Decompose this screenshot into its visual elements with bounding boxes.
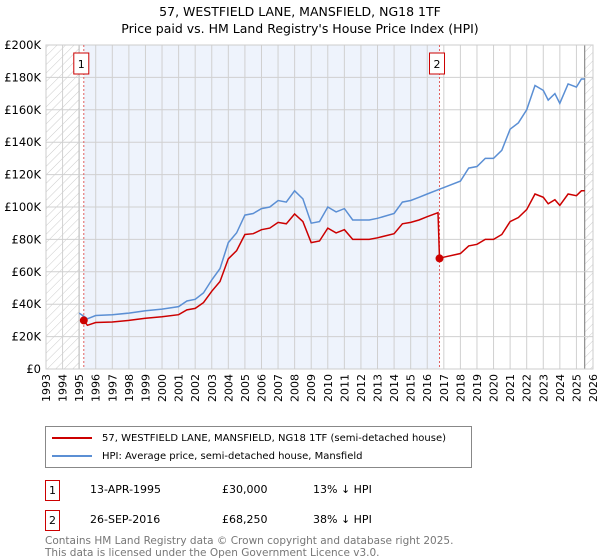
x-tick-label: 2007 [272, 374, 285, 402]
x-tick-label: 2003 [206, 374, 219, 402]
sale-label: 1 [78, 58, 85, 71]
x-tick-label: 1999 [139, 374, 152, 402]
legend-item-hpi: HPI: Average price, semi-detached house,… [52, 448, 362, 464]
plot-border [45, 44, 594, 370]
transaction-badge: 2 [45, 510, 60, 531]
transaction-price: £68,250 [222, 513, 268, 526]
legend-item-price: 57, WESTFIELD LANE, MANSFIELD, NG18 1TF … [52, 430, 446, 446]
legend-label-price: 57, WESTFIELD LANE, MANSFIELD, NG18 1TF … [102, 432, 447, 444]
footer-line-1: Contains HM Land Registry data © Crown c… [45, 535, 454, 547]
x-tick-label: 1996 [90, 374, 103, 402]
sale-label: 2 [434, 58, 441, 71]
transaction-badge: 1 [45, 480, 60, 501]
sale-point [79, 316, 88, 325]
x-tick-label: 2020 [488, 374, 501, 402]
x-tick-label: 2011 [338, 374, 351, 402]
transaction-row: 1 13-APR-1995 £30,000 13% ↓ HPI [45, 480, 545, 501]
footer-line-2: This data is licensed under the Open Gov… [45, 547, 380, 559]
footer: Contains HM Land Registry data © Crown c… [45, 535, 453, 559]
x-tick-label: 1993 [40, 374, 53, 402]
x-tick-label: 2024 [554, 374, 567, 402]
x-tick-label: 2000 [156, 374, 169, 402]
x-tick-label: 2001 [173, 374, 186, 402]
x-tick-label: 1998 [123, 374, 136, 402]
x-tick-label: 2022 [521, 374, 534, 402]
hpi-line [78, 78, 585, 320]
legend-swatch-hpi [52, 455, 92, 457]
transaction-hpi: 38% ↓ HPI [313, 513, 372, 526]
x-tick-label: 2025 [570, 374, 583, 402]
x-tick-label: 2026 [587, 374, 600, 402]
x-tick-label: 2013 [372, 374, 385, 402]
y-tick-label: £160K [4, 103, 41, 117]
sale-point [435, 254, 444, 263]
x-tick-label: 2005 [239, 374, 252, 402]
y-tick-label: £20K [12, 330, 42, 344]
legend-swatch-price [52, 437, 92, 439]
x-tick-label: 2009 [305, 374, 318, 402]
price-paid-line [83, 190, 585, 327]
transaction-hpi: 13% ↓ HPI [313, 483, 372, 496]
y-tick-label: £80K [12, 232, 42, 246]
x-tick-label: 2017 [438, 374, 451, 402]
y-tick-label: £40K [12, 297, 42, 311]
x-tick-label: 2019 [471, 374, 484, 402]
y-tick-label: £200K [4, 38, 41, 52]
x-tick-label: 2021 [504, 374, 517, 402]
x-tick-label: 2023 [537, 374, 550, 402]
transaction-date: 26-SEP-2016 [90, 513, 161, 526]
x-tick-label: 2008 [289, 374, 302, 402]
y-tick-label: £0 [26, 362, 41, 376]
chart-title: 57, WESTFIELD LANE, MANSFIELD, NG18 1TF [159, 4, 441, 19]
x-tick-label: 2006 [255, 374, 268, 402]
y-tick-label: £180K [4, 70, 41, 84]
chart-subtitle: Price paid vs. HM Land Registry's House … [121, 21, 479, 36]
x-tick-label: 1997 [106, 374, 119, 402]
x-tick-label: 2016 [421, 374, 434, 402]
x-tick-label: 1994 [57, 374, 70, 402]
transaction-row: 2 26-SEP-2016 £68,250 38% ↓ HPI [45, 510, 545, 531]
transaction-price: £30,000 [222, 483, 268, 496]
legend: 57, WESTFIELD LANE, MANSFIELD, NG18 1TF … [45, 426, 472, 468]
sale-label-box [73, 52, 90, 75]
x-tick-label: 2018 [454, 374, 467, 402]
transaction-date: 13-APR-1995 [90, 483, 162, 496]
sale-label-box [429, 52, 446, 75]
x-tick-label: 1995 [73, 374, 86, 402]
y-tick-label: £100K [4, 200, 41, 214]
x-tick-label: 2012 [355, 374, 368, 402]
x-tick-label: 2015 [405, 374, 418, 402]
x-tick-label: 2004 [222, 374, 235, 402]
y-tick-label: £120K [4, 168, 41, 182]
x-tick-label: 2002 [189, 374, 202, 402]
y-tick-label: £60K [12, 265, 42, 279]
x-tick-label: 2010 [322, 374, 335, 402]
y-tick-label: £140K [4, 135, 41, 149]
x-tick-label: 2014 [388, 374, 401, 402]
legend-label-hpi: HPI: Average price, semi-detached house,… [102, 450, 363, 462]
